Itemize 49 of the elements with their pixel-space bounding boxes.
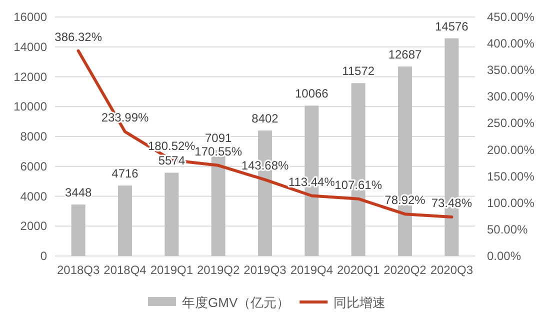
x-tick-label: 2019Q4: [290, 263, 334, 277]
data-label: 7091: [204, 131, 232, 146]
y-tick-label: 8000: [20, 130, 48, 144]
y2-tick-label: 350.00%: [487, 63, 535, 78]
y2-tick-label: 50.00%: [487, 222, 528, 236]
bar: [164, 172, 179, 256]
legend-label: 年度GMV（亿元）: [182, 295, 290, 310]
bar: [71, 204, 86, 256]
x-tick-label: 2020Q1: [336, 263, 380, 277]
data-label: 113.44%: [288, 174, 336, 189]
data-label: 10066: [294, 86, 329, 101]
y2-tick-label: 400.00%: [487, 36, 535, 51]
x-tick-label: 2020Q3: [430, 263, 474, 277]
x-tick-label: 2018Q3: [56, 263, 100, 277]
y2-tick-label: 200.00%: [487, 142, 535, 157]
bar: [118, 186, 132, 256]
y2-tick-label: 150.00%: [487, 169, 535, 184]
y2-tick-label: 100.00%: [487, 196, 535, 210]
y-tick-label: 16000: [14, 10, 48, 24]
y-tick-label: 0: [40, 249, 48, 263]
data-label: 143.68%: [241, 158, 290, 173]
data-label: 12687: [388, 47, 422, 62]
x-tick-label: 2019Q1: [150, 263, 194, 277]
y2-tick-label: 300.00%: [487, 90, 535, 104]
y-tick-label: 2000: [20, 219, 48, 234]
y2-tick-label: 0.00%: [487, 249, 522, 263]
data-label: 78.92%: [384, 193, 426, 208]
x-tick-label: 2018Q4: [104, 263, 147, 277]
data-label: 14576: [434, 19, 469, 34]
data-label: 4716: [112, 166, 139, 181]
y2-tick-label: 450.00%: [487, 10, 535, 24]
y-tick-label: 10000: [14, 100, 48, 114]
x-tick-label: 2020Q2: [384, 263, 427, 277]
data-label: 8402: [252, 111, 279, 126]
data-label: 170.55%: [194, 144, 242, 158]
y2-tick-label: 250.00%: [487, 116, 535, 130]
data-label: 3448: [64, 185, 92, 200]
y-tick-label: 14000: [14, 40, 48, 54]
data-label: 180.52%: [148, 139, 196, 154]
x-tick-label: 2019Q2: [196, 263, 240, 277]
data-label: 73.48%: [431, 196, 472, 210]
y-tick-label: 4000: [20, 189, 48, 204]
data-label: 11572: [342, 64, 375, 78]
legend-label: 同比增速: [334, 295, 386, 310]
y-tick-label: 6000: [20, 159, 48, 174]
data-label: 107.61%: [334, 178, 382, 192]
x-tick-label: 2019Q3: [244, 263, 287, 277]
data-label: 386.32%: [54, 30, 102, 44]
y-tick-label: 12000: [14, 70, 48, 84]
